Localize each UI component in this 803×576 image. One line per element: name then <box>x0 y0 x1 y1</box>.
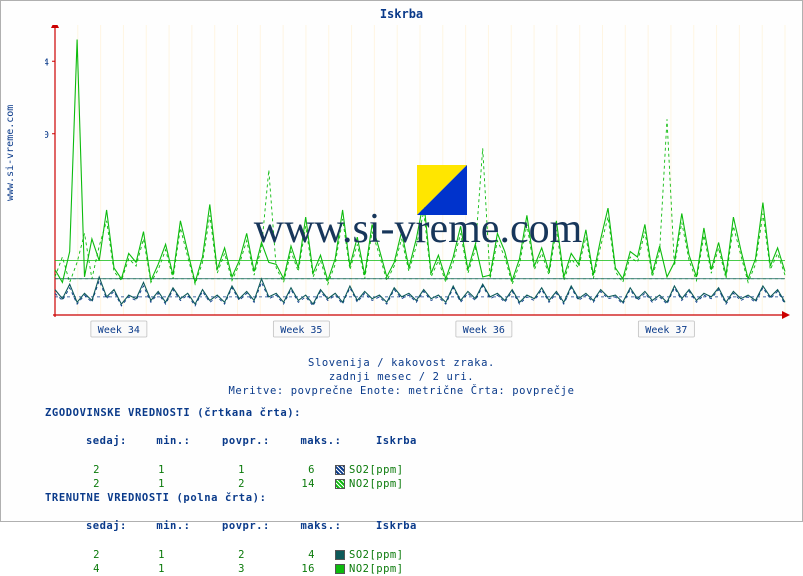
table-header-curr: sedaj:min.:povpr.:maks.:Iskrba <box>45 505 792 548</box>
cell-max: 4 <box>245 548 315 562</box>
col-avg: povpr.: <box>206 434 286 448</box>
table-row: 2124SO2[ppm] <box>45 548 792 562</box>
cell-max: 16 <box>245 562 315 576</box>
cell-name: NO2[ppm] <box>315 477 435 491</box>
col-name: Iskrba <box>356 434 476 448</box>
svg-text:Week 36: Week 36 <box>463 325 505 336</box>
watermark-logo <box>417 165 467 215</box>
chart-container: www.si-vreme.com Iskrba 10 14 Week 34 Week … <box>0 0 803 522</box>
data-tables: ZGODOVINSKE VREDNOSTI (črtkana črta): se… <box>45 406 792 576</box>
cell-avg: 1 <box>165 463 245 477</box>
subtitle: Slovenija / kakovost zraka. zadnji mesec… <box>1 356 802 399</box>
subtitle-line: Meritve: povprečne Enote: metrične Črta:… <box>1 384 802 398</box>
col-min: min.: <box>141 434 206 448</box>
swatch-icon <box>335 550 345 560</box>
table-row: 2116SO2[ppm] <box>45 463 792 477</box>
cell-name: SO2[ppm] <box>315 463 435 477</box>
col-max: maks.: <box>286 434 356 448</box>
curr-section-title: TRENUTNE VREDNOSTI (polna črta): <box>45 491 792 505</box>
cell-name: SO2[ppm] <box>315 548 435 562</box>
cell-max: 14 <box>245 477 315 491</box>
table-header-hist: sedaj:min.:povpr.:maks.:Iskrba <box>45 420 792 463</box>
col-now: sedaj: <box>86 434 141 448</box>
hist-section-title: ZGODOVINSKE VREDNOSTI (črtkana črta): <box>45 406 792 420</box>
swatch-icon <box>335 564 345 574</box>
swatch-icon <box>335 465 345 475</box>
svg-text:Week 35: Week 35 <box>280 325 322 336</box>
svg-text:10: 10 <box>45 130 49 141</box>
svg-text:Week 37: Week 37 <box>645 325 687 336</box>
cell-min: 1 <box>100 463 165 477</box>
cell-avg: 2 <box>165 477 245 491</box>
chart-title: Iskrba <box>1 7 802 21</box>
cell-min: 1 <box>100 548 165 562</box>
cell-max: 6 <box>245 463 315 477</box>
svg-text:Week 34: Week 34 <box>98 325 140 336</box>
subtitle-line: Slovenija / kakovost zraka. <box>1 356 802 370</box>
cell-now: 2 <box>45 477 100 491</box>
table-row: 41316NO2[ppm] <box>45 562 792 576</box>
subtitle-line: zadnji mesec / 2 uri. <box>1 370 802 384</box>
cell-min: 1 <box>100 477 165 491</box>
cell-avg: 3 <box>165 562 245 576</box>
y-axis-label-left: www.si-vreme.com <box>5 105 16 201</box>
cell-min: 1 <box>100 562 165 576</box>
table-row: 21214NO2[ppm] <box>45 477 792 491</box>
svg-text:14: 14 <box>45 57 49 68</box>
cell-now: 2 <box>45 548 100 562</box>
swatch-icon <box>335 479 345 489</box>
cell-now: 4 <box>45 562 100 576</box>
cell-avg: 2 <box>165 548 245 562</box>
cell-now: 2 <box>45 463 100 477</box>
chart-area: 1014Week 34Week 35Week 36Week 37 www.si-… <box>45 25 791 335</box>
cell-name: NO2[ppm] <box>315 562 435 576</box>
